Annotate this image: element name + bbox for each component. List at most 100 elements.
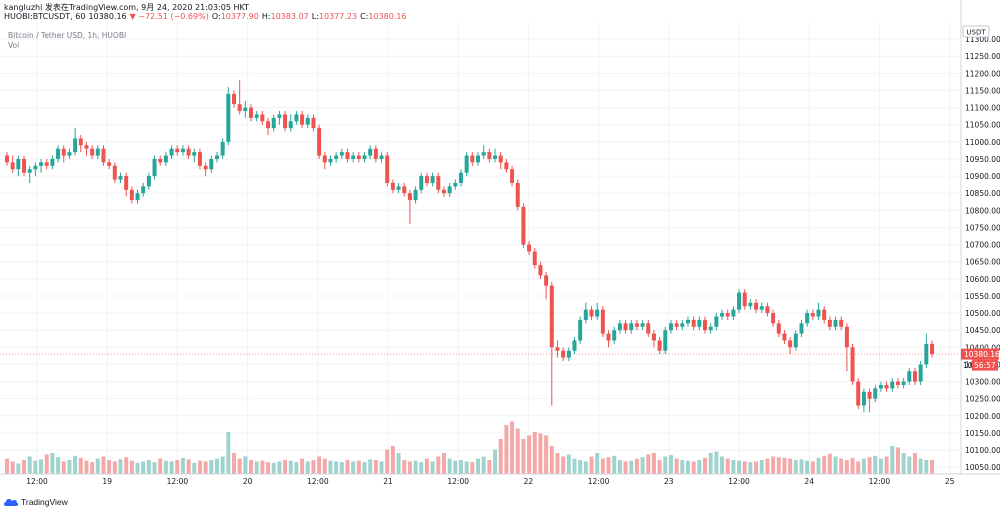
volume-bar <box>226 432 231 474</box>
volume-bar <box>617 460 622 474</box>
candle-body <box>305 117 310 125</box>
volume-bar <box>243 456 248 474</box>
volume-bar <box>231 453 236 474</box>
candle-body <box>827 319 832 327</box>
time-tick-label: 21 <box>383 477 393 486</box>
price-tick-label: 10500.00 <box>965 309 1000 318</box>
candle-body <box>691 319 696 327</box>
volume-bar <box>805 460 810 474</box>
candle-body <box>356 155 361 159</box>
price-tick-label: 10800.00 <box>965 206 1000 215</box>
volume-bar <box>532 432 537 474</box>
candle-body <box>294 114 299 122</box>
volume-bar <box>930 460 934 474</box>
volume-bar <box>663 456 668 474</box>
candle-body <box>436 176 441 190</box>
volume-bar <box>237 458 242 474</box>
volume-bar <box>33 460 38 474</box>
volume-bar <box>152 462 157 474</box>
volume-bar <box>254 461 259 474</box>
candle-body <box>175 148 180 153</box>
volume-bar <box>345 460 350 474</box>
candle-body <box>61 148 66 156</box>
price-tick-label: 11150.00 <box>965 86 1000 95</box>
countdown-tag <box>972 359 998 371</box>
volume-bar <box>453 460 458 474</box>
volume-bar <box>566 454 571 474</box>
volume-bar <box>197 460 202 474</box>
current-price-tag <box>961 348 999 360</box>
volume-bar <box>595 453 600 474</box>
countdown-prefix: 10 <box>963 361 973 370</box>
price-tick-label: 10400.00 <box>965 343 1000 352</box>
candle-body <box>930 343 934 355</box>
volume-bar <box>856 461 861 474</box>
price-tick-label: 11100.00 <box>965 104 1000 113</box>
volume-bar <box>464 461 469 474</box>
volume-bar <box>901 453 906 474</box>
candle-body <box>714 316 719 327</box>
candle-body <box>390 182 395 190</box>
candle-body <box>583 309 588 320</box>
candle-body <box>300 114 305 125</box>
candle-body <box>430 176 435 183</box>
volume-bar <box>850 457 855 474</box>
volume-bar <box>600 458 605 474</box>
candle-body <box>793 333 798 348</box>
candle-body <box>799 323 804 334</box>
volume-bar <box>396 453 401 474</box>
volume-bar <box>351 461 356 474</box>
price-tick-label: 11000.00 <box>965 138 1000 147</box>
volume-bar <box>385 449 390 474</box>
candle-body <box>5 155 9 163</box>
volume-bar <box>84 460 89 474</box>
volume-bar <box>288 460 293 474</box>
publish-info: kangluzhi 发表在TradingView.com, 9月 24, 202… <box>4 2 252 13</box>
volume-bar <box>788 458 793 474</box>
volume-bar <box>912 453 917 474</box>
candle-body <box>612 330 617 341</box>
time-tick-label: 12:00 <box>728 477 750 486</box>
volume-bar <box>895 447 900 474</box>
volume-bar <box>544 435 549 474</box>
volume-bar <box>407 461 412 474</box>
volume-bar <box>498 439 503 474</box>
volume-bar <box>606 457 611 474</box>
volume-bar <box>436 456 441 474</box>
volume-bar <box>220 456 225 474</box>
candle-body <box>22 158 27 173</box>
candle-body <box>748 302 753 307</box>
candle-body <box>754 302 759 310</box>
time-tick-label: 24 <box>804 477 814 486</box>
volume-bar <box>782 457 787 474</box>
candle-body <box>555 347 560 351</box>
candle-body <box>850 347 855 382</box>
candle-body <box>44 162 49 166</box>
candle-body <box>56 148 61 159</box>
candle-body <box>197 152 202 166</box>
candle-body <box>606 333 611 341</box>
volume-bar <box>493 449 498 474</box>
candle-body <box>720 313 725 317</box>
volume-bar <box>924 460 929 474</box>
candle-body <box>544 275 549 286</box>
volume-bar <box>759 460 764 474</box>
volume-bar <box>470 462 475 474</box>
volume-bar <box>90 462 95 474</box>
volume-bar <box>918 458 923 474</box>
candle-body <box>368 148 373 156</box>
candle-body <box>493 155 498 159</box>
tradingview-cloud-icon <box>4 498 18 506</box>
tradingview-logo[interactable]: TradingView <box>4 497 68 507</box>
volume-bar <box>430 461 435 474</box>
volume-bar <box>186 459 191 474</box>
candle-body <box>623 323 628 331</box>
candle-body <box>67 152 72 156</box>
volume-bar <box>10 461 15 474</box>
volume-bar <box>5 458 9 474</box>
candle-body <box>776 323 781 334</box>
volume-bar <box>266 462 271 474</box>
candle-body <box>884 384 889 389</box>
candle-body <box>504 162 509 170</box>
